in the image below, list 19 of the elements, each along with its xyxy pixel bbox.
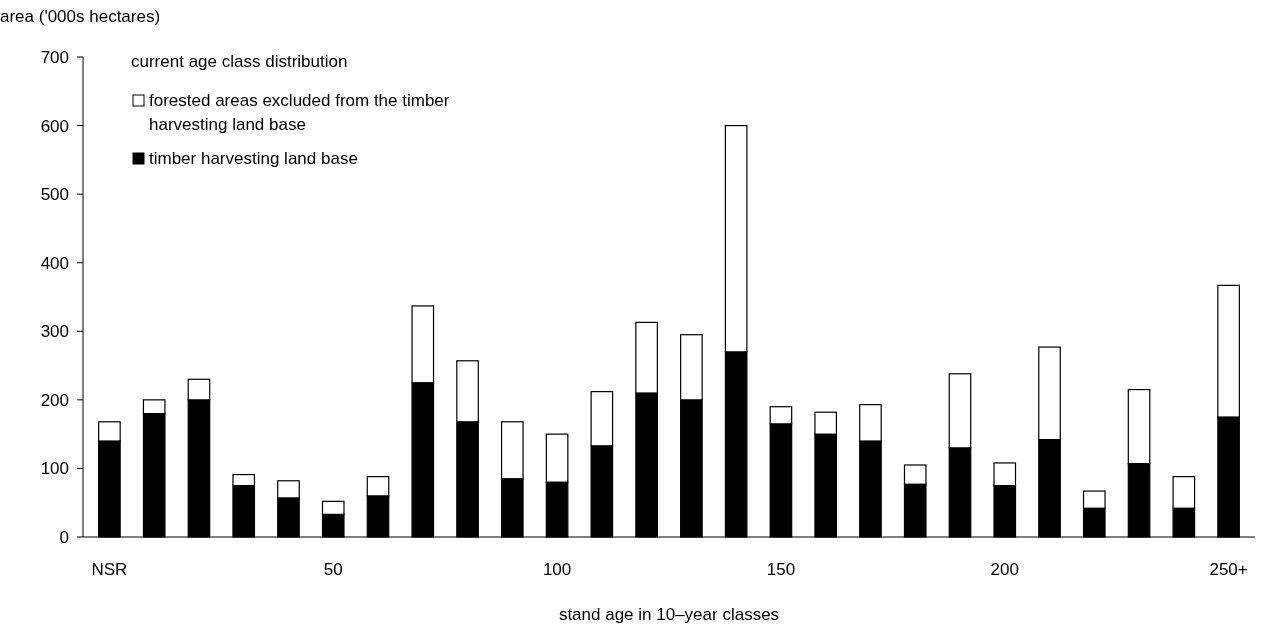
x-tick-label: 200: [990, 560, 1019, 579]
x-tick-label: 100: [542, 560, 572, 579]
legend-label: timber harvesting land base: [149, 149, 358, 168]
legend-title: current age class distribution: [131, 52, 348, 71]
y-tick-label: 0: [59, 528, 69, 547]
y-tick-label: 700: [40, 48, 69, 67]
x-tick-label: 50: [323, 560, 343, 579]
y-tick-label: 100: [40, 459, 69, 479]
x-axis-title: stand age in 10–year classes: [558, 605, 780, 624]
y-tick-label: 200: [40, 390, 69, 410]
x-tick-label: 150: [766, 560, 796, 579]
y-tick-label: 600: [40, 116, 69, 136]
legend-label: forested areas excluded from the timber harvesting land base: [149, 91, 450, 134]
y-tick-label: 500: [40, 185, 69, 205]
y-axis-title: area ('000s hectares): [0, 7, 161, 26]
x-tick-label: NSR: [91, 560, 128, 579]
x-tick-label: 250+: [1209, 560, 1248, 579]
y-tick-label: 300: [40, 322, 69, 342]
y-tick-label: 400: [40, 253, 69, 273]
